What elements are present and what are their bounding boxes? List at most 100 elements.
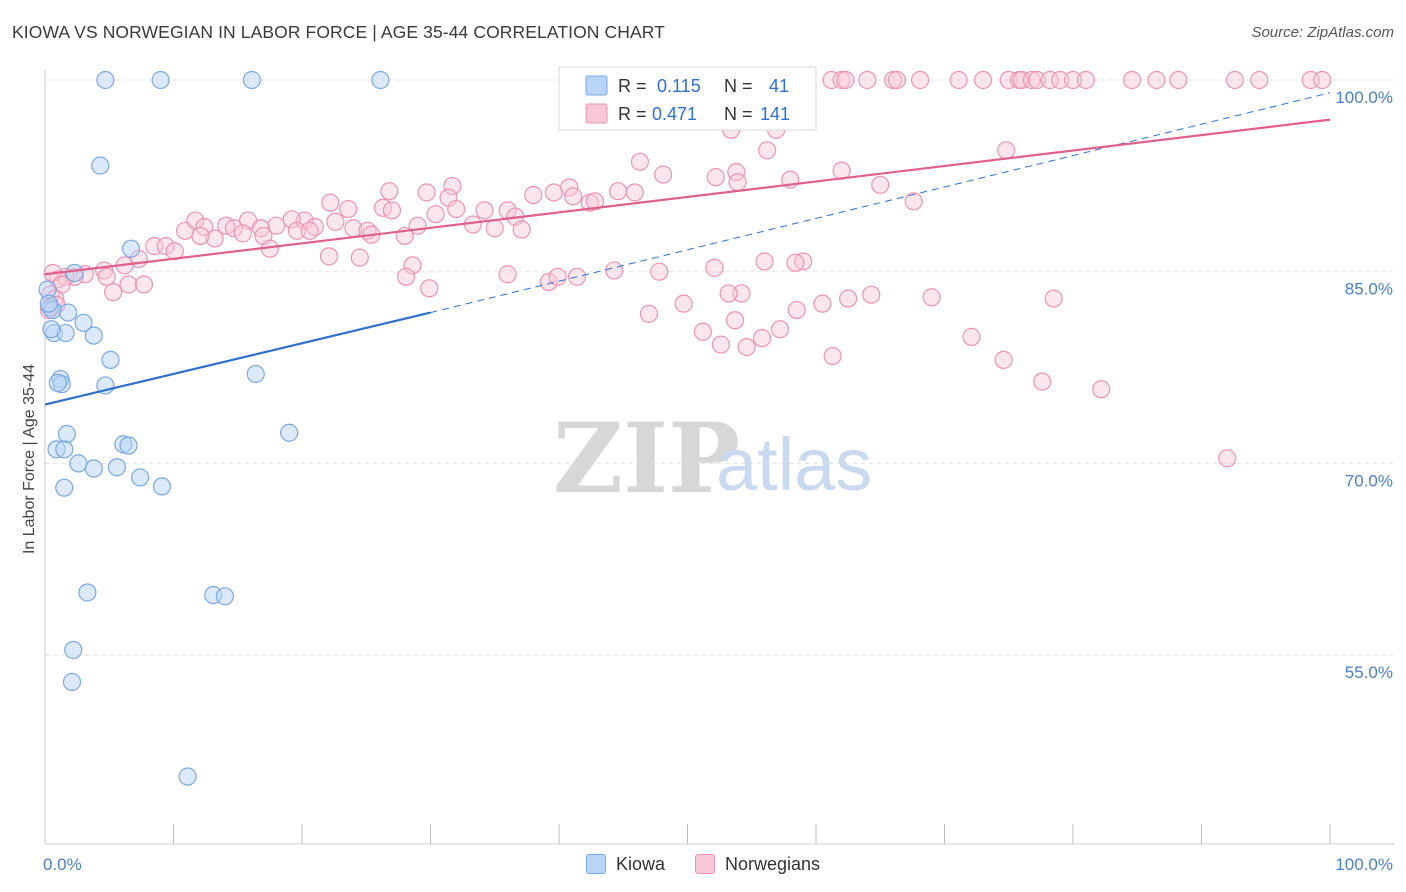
kiowa-point-34 [215,587,234,606]
grid-layer [45,79,1395,656]
norwegians-trend-solid-2 [44,118,1331,276]
norwegians-point-29 [706,168,725,187]
norwegians-point-128 [737,338,756,357]
norwegians-point-7 [949,70,968,90]
norwegians-point-30 [758,141,777,160]
y-tick-label-0: 55.0% [1345,663,1393,682]
norwegians-point-65 [408,216,427,235]
norwegians-point-72 [287,221,306,240]
kiowa-point-15 [101,350,120,369]
kiowa-trend-solid-0 [44,311,431,406]
kiowa-point-30 [55,478,74,497]
norwegians-point-20 [1169,70,1188,90]
x-tick-label-0: 0.0% [43,855,82,874]
norwegians-point-90 [350,248,369,267]
norwegians-point-6 [910,70,930,90]
kiowa-point-20 [57,424,76,444]
norwegians-n-value: 141 [760,104,790,124]
norwegians-point-43 [585,192,605,211]
norwegians-point-4 [883,70,903,90]
kiowa-trend-dashed-1 [430,92,1331,314]
norwegians-point-45 [625,183,644,202]
kiowa-point-36 [62,672,82,692]
kiowa-point-26 [69,454,88,473]
norwegians-point-126 [770,320,790,339]
kiowa-point-32 [78,583,97,602]
kiowa-point-5 [121,239,141,258]
y-tick-label-2: 85.0% [1345,280,1393,299]
norwegians-point-12 [1022,70,1041,90]
stats-legend-kiowa-swatch [585,75,608,96]
norwegians-point-24 [1313,70,1332,90]
norwegians-point-40 [560,178,579,197]
kiowa-point-23 [119,436,138,455]
watermark-zip: ZIP [553,402,740,515]
norwegians-point-13 [1027,70,1047,90]
norwegians-point-122 [813,294,832,313]
norwegians-point-108 [104,283,123,302]
norwegians-point-86 [165,242,184,261]
norwegians-point-80 [205,229,224,248]
norwegians-point-103 [134,275,154,294]
chart-source: Source: ZipAtlas.com [1251,24,1394,41]
norwegians-point-79 [195,217,214,237]
norwegians-point-54 [447,199,466,219]
norwegians-point-109 [396,267,416,286]
kiowa-point-40 [42,320,61,339]
norwegians-point-3 [858,70,877,90]
norwegians-point-138 [1044,289,1063,308]
norwegians-point-19 [1147,70,1166,90]
norwegians-point-125 [725,311,745,330]
norwegians-point-35 [380,182,399,201]
norwegians-point-115 [650,262,669,281]
norwegians-point-2 [836,70,855,90]
kiowa-point-27 [84,459,103,478]
y-tick-label-3: 100.0% [1335,88,1393,107]
norwegians-point-121 [787,300,806,320]
norwegians-point-110 [420,279,439,298]
norwegians-point-22 [1250,70,1269,90]
stats-legend-norwegians-swatch [585,103,608,124]
kiowa-point-11 [74,313,93,332]
norwegians-point-136 [994,350,1013,369]
kiowa-n-value: 41 [769,76,789,96]
kiowa-point-35 [64,640,83,660]
norwegians-point-44 [609,182,628,201]
kiowa-swatch [585,854,606,874]
axes-layer: 55.0% 70.0% 85.0% 100.0% 0.0% 100.0% [43,70,1395,874]
kiowa-point-39 [48,373,67,392]
norwegians-point-50 [321,193,340,212]
kiowa-point-1 [151,70,170,90]
norwegians-point-120 [794,252,813,271]
norwegians-point-70 [267,216,286,235]
norwegians-point-127 [693,322,713,341]
norwegians-point-117 [674,294,693,313]
norwegians-point-31 [997,141,1016,160]
norwegians-point-51 [339,199,358,219]
norwegians-point-82 [224,219,243,238]
norwegians-point-8 [973,70,993,90]
norwegians-point-123 [639,304,659,323]
kiowa-point-16 [246,364,265,384]
kiowa-point-29 [130,468,150,487]
norwegians-point-36 [417,183,436,202]
norwegians-point-132 [839,289,858,308]
kiowa-point-31 [152,477,172,496]
watermark-atlas: atlas [716,423,872,506]
trend-lines [44,92,1331,406]
y-axis-label: In Labor Force | Age 35-44 [21,364,38,554]
norwegians-point-118 [732,284,751,303]
norwegians-point-83 [233,224,252,243]
kiowa-point-0 [96,70,115,90]
norwegians-point-33 [728,173,747,192]
bottom-legend-kiowa: Kiowa [585,854,665,875]
norwegians-point-111 [539,272,558,292]
norwegians-point-119 [755,252,774,271]
y-tick-label-1: 70.0% [1345,471,1393,490]
norwegians-point-130 [823,346,842,366]
norwegians-point-55 [475,201,494,220]
chart-title: KIOWA VS NORWEGIAN IN LABOR FORCE | AGE … [12,22,665,42]
norwegians-point-41 [564,187,583,206]
norwegians-point-91 [403,256,422,275]
